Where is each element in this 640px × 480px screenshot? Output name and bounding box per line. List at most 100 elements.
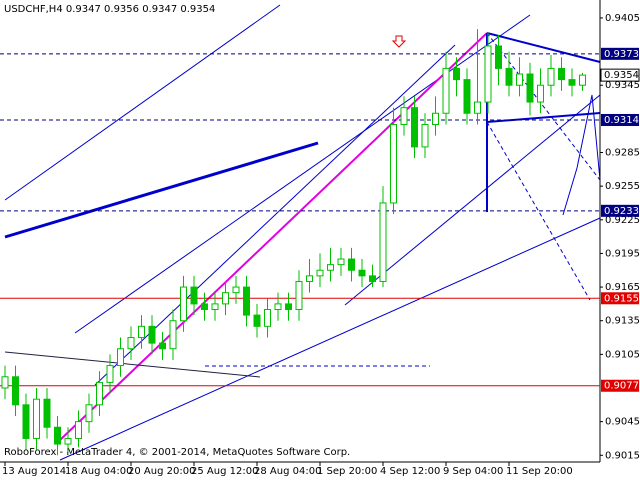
y-tick-label: 0.9345	[605, 80, 640, 91]
level-label-box	[601, 204, 639, 217]
candle-body	[411, 107, 418, 148]
x-tick-label: 18 Aug 04:00	[65, 466, 132, 477]
candle-body	[12, 376, 19, 406]
candle-body	[316, 269, 324, 277]
candle-body	[474, 101, 481, 114]
x-tick-label: 28 Aug 04:00	[254, 466, 321, 477]
x-tick-label: 20 Aug 20:00	[128, 466, 195, 477]
candle-body	[274, 303, 282, 310]
x-tick-label: 1 Sep 20:00	[317, 466, 377, 477]
candle-body	[43, 398, 51, 428]
candle-body	[232, 286, 240, 294]
trend-line	[486, 112, 601, 123]
x-tick-label: 13 Aug 2014	[2, 466, 66, 477]
candle-body	[369, 275, 376, 282]
level-label: 0.9373	[604, 49, 639, 60]
y-tick-label: 0.9105	[605, 349, 640, 360]
candle-body	[85, 404, 93, 423]
candle-body	[106, 365, 114, 383]
level-label: 0.9314	[604, 115, 639, 126]
candle-body	[421, 123, 429, 148]
footer: RoboForex - MetaTrader 4, © 2001-2014, M…	[4, 447, 350, 458]
trend-line	[344, 94, 601, 306]
candle-body	[432, 112, 439, 125]
candle-body	[211, 303, 219, 310]
trend-line	[4, 4, 281, 201]
candle-body	[327, 264, 334, 271]
candle-body	[453, 67, 460, 81]
candle-body	[159, 342, 166, 350]
y-tick-label: 0.9195	[605, 248, 640, 259]
x-tick-label: 4 Sep 12:00	[380, 466, 440, 477]
candle-body	[390, 123, 397, 204]
x-tick-label: 11 Sep 20:00	[506, 466, 573, 477]
candle-body	[180, 286, 187, 322]
candle-body	[358, 269, 366, 277]
chart-title: USDCHF,H4 0.9347 0.9356 0.9347 0.9354	[4, 4, 215, 15]
candle-body	[117, 348, 124, 367]
level-label-box	[601, 113, 639, 126]
candle-body	[33, 398, 40, 439]
candle-body	[201, 303, 208, 310]
candle-body	[379, 202, 387, 282]
trend-line	[59, 217, 601, 461]
candle-body	[579, 74, 586, 86]
candle-body	[75, 421, 82, 439]
last-price-label: 0.9354	[604, 70, 639, 81]
forecast-path	[562, 94, 601, 216]
candle-body	[64, 437, 72, 445]
level-label: 0.9233	[604, 206, 639, 217]
candle-body	[306, 275, 313, 282]
x-tick-label: 25 Aug 12:00	[191, 466, 258, 477]
candle-body	[568, 79, 576, 86]
candle-body	[547, 67, 555, 86]
candle-body	[516, 73, 523, 86]
level-label: 0.9077	[604, 381, 639, 392]
candle-body	[537, 84, 544, 103]
level-label: 0.9155	[604, 293, 639, 304]
last-price-box	[600, 68, 640, 82]
candle-body	[400, 107, 408, 125]
candle-body	[337, 258, 345, 266]
candle-body	[1, 376, 9, 389]
trend-lines	[4, 4, 601, 461]
trend-line	[486, 32, 601, 181]
candle-body	[222, 292, 229, 305]
level-label-box	[601, 292, 639, 305]
x-tick-label: 9 Sep 04:00	[443, 466, 503, 477]
candle-body	[253, 314, 261, 327]
y-tick-label: 0.9255	[605, 181, 640, 192]
candle-body	[127, 337, 135, 350]
candle-body	[148, 325, 156, 344]
candle-body	[484, 45, 492, 103]
y-tick-label: 0.9135	[605, 316, 640, 327]
candle-body	[495, 45, 502, 69]
candle-body	[54, 426, 61, 445]
y-tick-label: 0.9165	[605, 282, 640, 293]
y-tick-label: 0.9405	[605, 13, 640, 24]
candle-body	[526, 73, 534, 103]
candle-body	[295, 280, 303, 310]
y-tick-label: 0.9225	[605, 215, 640, 226]
level-label-box	[601, 379, 639, 392]
candle-body	[169, 320, 177, 350]
trend-line	[4, 141, 319, 239]
candle-body	[505, 67, 513, 86]
candle-body	[22, 404, 30, 439]
candle-body	[442, 67, 450, 114]
candle-body	[285, 303, 292, 310]
trend-line	[4, 351, 261, 378]
candle-body	[243, 286, 250, 316]
candle-body	[264, 308, 271, 327]
trend-line	[486, 32, 601, 63]
level-label-box	[601, 47, 639, 60]
candle-body	[190, 286, 198, 305]
trend-line	[59, 32, 488, 441]
y-tick-label: 0.9285	[605, 148, 640, 159]
candle-body	[348, 258, 355, 271]
y-tick-label: 0.9045	[605, 417, 640, 428]
trend-line	[486, 121, 591, 301]
y-tick-label: 0.9015	[605, 450, 640, 461]
